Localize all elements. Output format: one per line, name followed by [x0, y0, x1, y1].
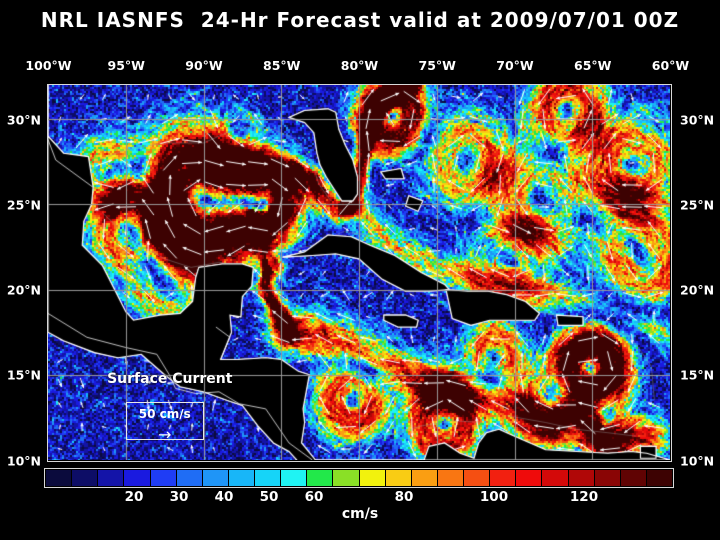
- colorbar-tick-label: 100: [479, 489, 509, 505]
- lat-tick-label-right: 30°N: [680, 112, 715, 128]
- colorbar-cell: [464, 470, 491, 486]
- colorbar-cell: [411, 470, 438, 486]
- page-title: NRL IASNFS 24-Hr Forecast valid at 2009/…: [40, 8, 680, 32]
- colorbar-cell: [516, 470, 543, 486]
- lat-tick-label-left: 30°N: [6, 112, 41, 128]
- colorbar-cell: [359, 470, 386, 486]
- legend-title: Surface Current: [107, 371, 233, 388]
- map-plot-area: Surface Current 50 cm/s →: [47, 84, 672, 462]
- lon-tick-label: 70°W: [496, 58, 534, 73]
- lat-tick-label-left: 15°N: [6, 367, 41, 383]
- colorbar-tick-label: 30: [169, 489, 189, 505]
- colorbar-cell: [620, 470, 647, 486]
- colorbar-cell: [228, 470, 255, 486]
- lat-tick-label-right: 15°N: [680, 367, 715, 383]
- colorbar-cell: [98, 470, 125, 486]
- colorbar-cell: [46, 470, 73, 486]
- colorbar: [44, 468, 674, 488]
- colorbar-cell: [255, 470, 282, 486]
- lat-tick-label-right: 25°N: [680, 197, 715, 213]
- colorbar-cell: [124, 470, 151, 486]
- vector-scale-label: 50 cm/s: [138, 407, 191, 422]
- colorbar-cell: [333, 470, 360, 486]
- lon-tick-label: 80°W: [340, 58, 379, 73]
- colorbar-cell: [594, 470, 621, 486]
- lat-tick-label-left: 10°N: [6, 453, 41, 468]
- lon-tick-label: 100°W: [25, 58, 72, 73]
- vector-scale-arrow-icon: →: [158, 425, 172, 445]
- colorbar-cell: [542, 470, 569, 486]
- lat-tick-label-right: 10°N: [680, 453, 715, 468]
- colorbar-tick-label: 80: [394, 489, 414, 505]
- lon-tick-label: 90°W: [185, 58, 223, 73]
- lon-tick-label: 95°W: [107, 58, 145, 73]
- colorbar-cell: [281, 470, 308, 486]
- colorbar-tick-label: 60: [304, 489, 324, 505]
- colorbar-cell: [150, 470, 177, 486]
- lon-tick-label: 85°W: [263, 58, 301, 73]
- colorbar-cell: [72, 470, 99, 486]
- colorbar-tick-label: 40: [214, 489, 234, 505]
- colorbar-cell: [568, 470, 595, 486]
- lat-lon-gridlines: [48, 85, 670, 460]
- colorbar-cell: [490, 470, 517, 486]
- colorbar-cell: [437, 470, 464, 486]
- lon-tick-label: 75°W: [418, 58, 456, 73]
- colorbar-unit-label: cm/s: [341, 506, 379, 522]
- colorbar-tick-label: 120: [569, 489, 599, 505]
- lat-tick-label-right: 20°N: [680, 282, 715, 298]
- colorbar-cell: [176, 470, 203, 486]
- colorbar-cell: [385, 470, 412, 486]
- lon-tick-label: 60°W: [651, 58, 690, 73]
- vector-scale-box: 50 cm/s →: [125, 402, 204, 444]
- colorbar-tick-label: 50: [259, 489, 279, 505]
- colorbar-cell: [202, 470, 229, 486]
- lon-tick-label: 65°W: [574, 58, 612, 73]
- colorbar-cell: [646, 470, 672, 486]
- lat-tick-label-left: 25°N: [6, 197, 41, 213]
- lat-tick-label-left: 20°N: [6, 282, 41, 298]
- colorbar-cell: [307, 470, 334, 486]
- colorbar-tick-label: 20: [124, 489, 144, 505]
